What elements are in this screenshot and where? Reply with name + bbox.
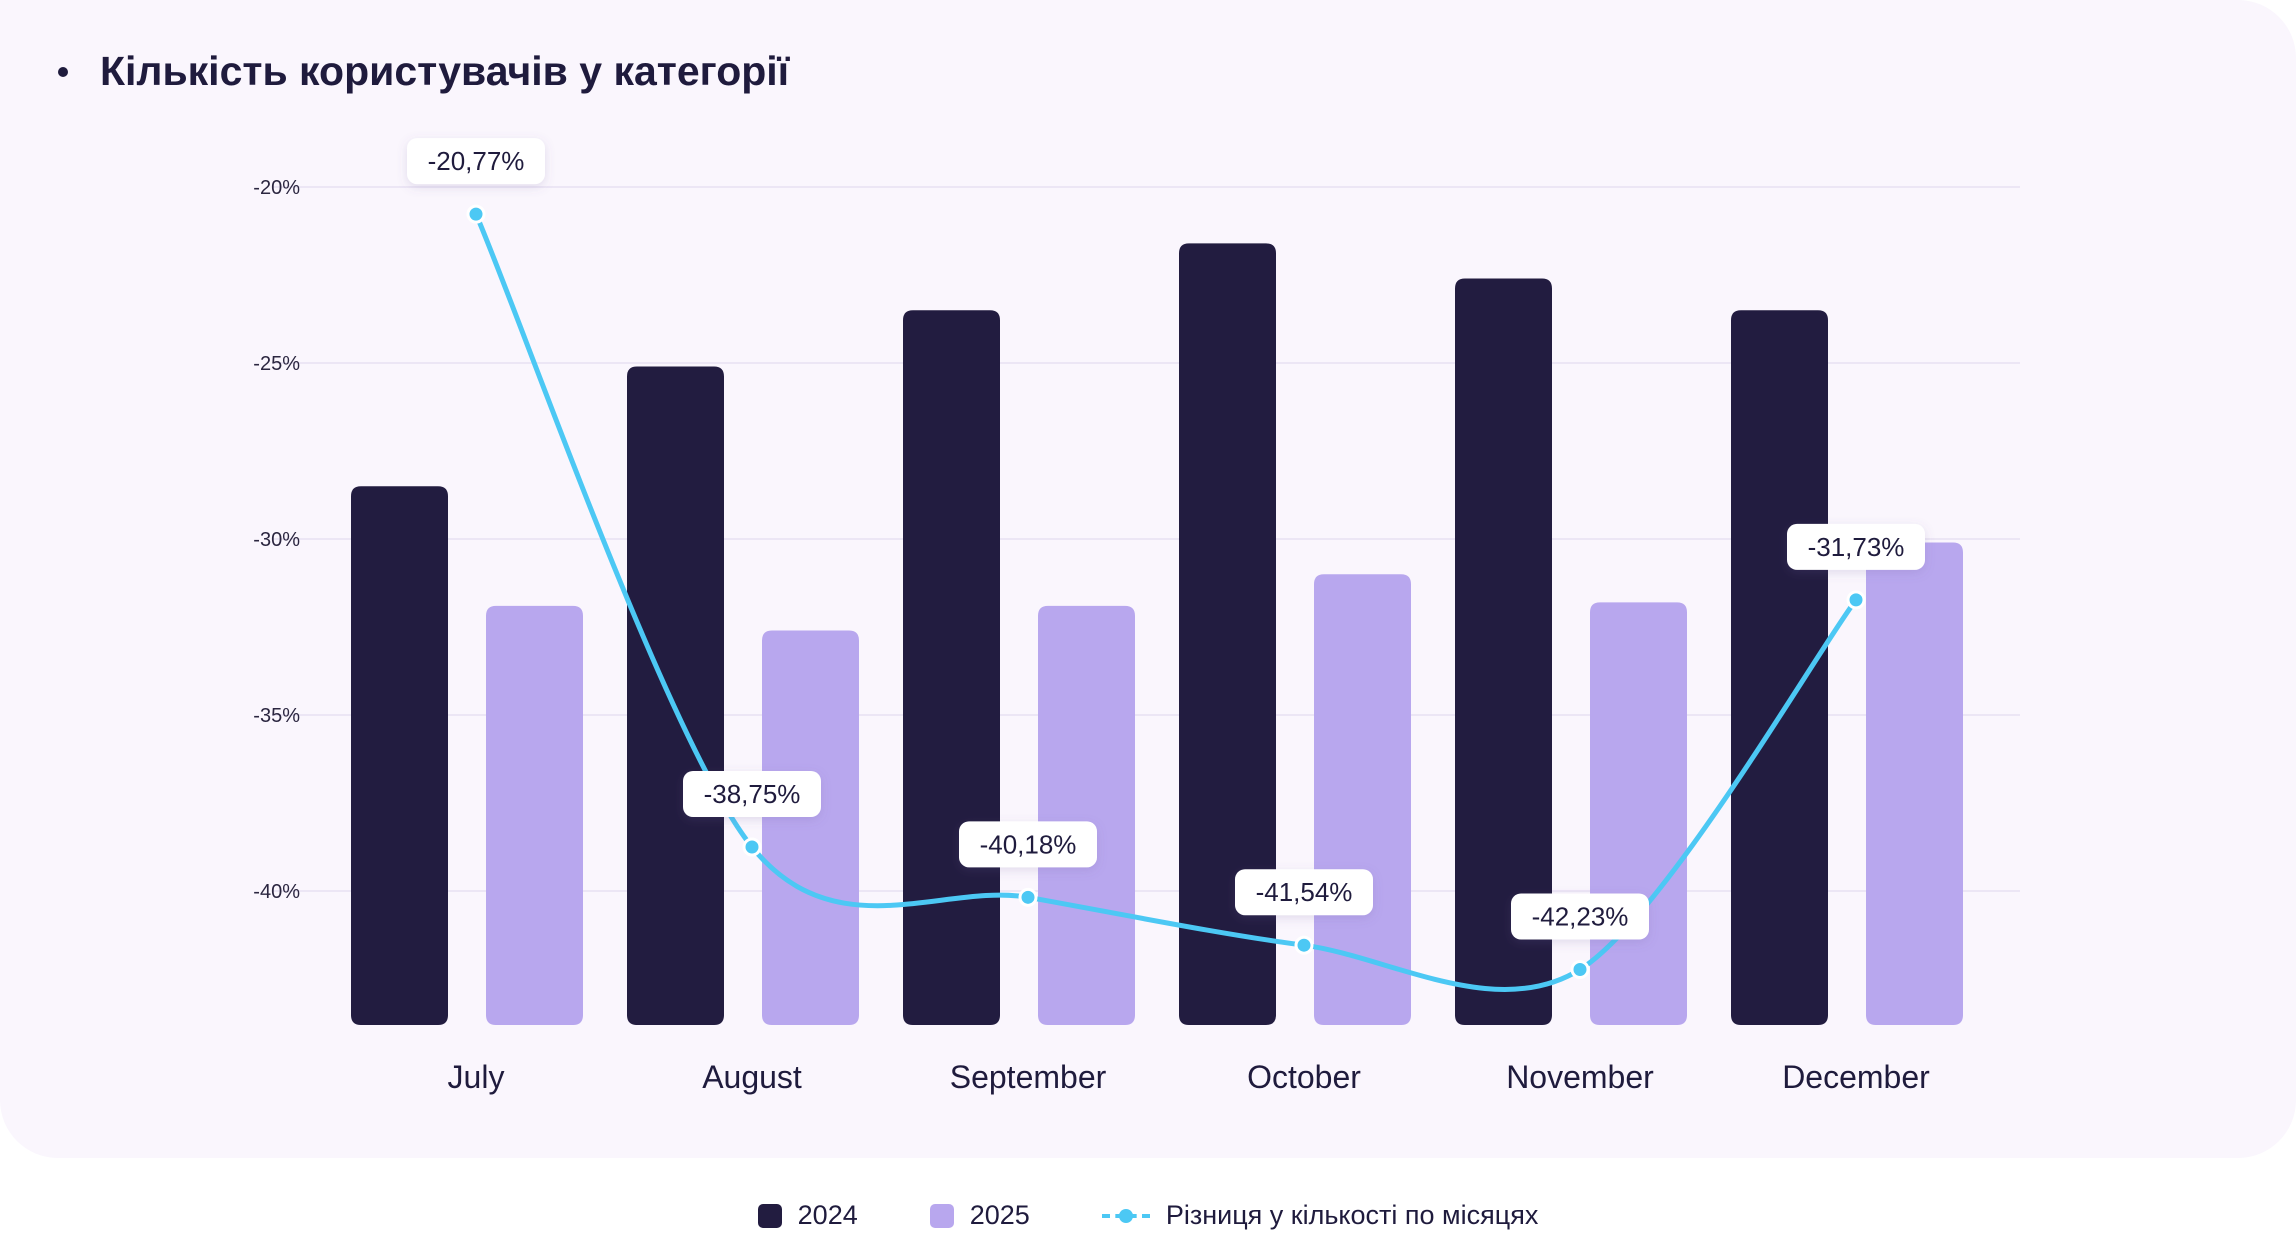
line-point[interactable]	[1846, 590, 1866, 610]
data-label: -20,77%	[407, 138, 545, 185]
y-tick-label: -40%	[253, 881, 300, 903]
chart-title: Кількість користувачів у категорії	[100, 48, 790, 94]
legend-swatch-2024	[757, 1203, 782, 1228]
data-label-box	[959, 821, 1097, 868]
data-label: -40,18%	[959, 821, 1097, 868]
x-tick-label: December	[1782, 1059, 1930, 1095]
x-tick-label: August	[702, 1059, 802, 1095]
data-label-box	[1787, 523, 1925, 570]
bar-2024	[351, 486, 448, 1025]
data-label: -41,54%	[1235, 869, 1373, 916]
data-label: -31,73%	[1787, 523, 1925, 570]
data-label-box	[683, 771, 821, 817]
data-label-box	[1511, 893, 1649, 940]
line-point[interactable]	[1294, 935, 1314, 955]
line-point[interactable]	[1570, 959, 1590, 979]
data-label-text: -38,75%	[704, 779, 801, 809]
legend-item-diff[interactable]: Різниця у кількості по місяцях	[1101, 1200, 1539, 1231]
bar-2024	[1455, 278, 1552, 1025]
bar-2025	[762, 630, 859, 1025]
chart-svg: -20% -25% -30% -35% -40% July August September O…	[253, 138, 2020, 1095]
bullet-icon	[58, 66, 68, 77]
chart-title-row: Кількість користувачів у категорії	[58, 48, 789, 95]
bar-2025	[1590, 602, 1687, 1025]
data-label-text: -42,23%	[1532, 901, 1629, 931]
x-tick-label: September	[950, 1059, 1107, 1095]
data-label-text: -41,54%	[1256, 877, 1353, 907]
bar-2025	[1038, 605, 1135, 1025]
legend-label-2025: 2025	[969, 1200, 1030, 1230]
y-tick-label: -35%	[253, 705, 300, 727]
data-label-text: -40,18%	[980, 829, 1077, 859]
data-label: -42,23%	[1511, 893, 1649, 940]
bar-2024	[1179, 243, 1276, 1025]
data-label-box	[407, 138, 545, 185]
data-label-box	[1235, 869, 1373, 916]
legend-item-2025[interactable]: 2025	[929, 1200, 1030, 1231]
legend-label-diff: Різниця у кількості по місяцях	[1165, 1200, 1539, 1230]
legend: 2024 2025 Різниця у кількості по місяцях	[0, 1200, 2296, 1231]
line-point[interactable]	[742, 837, 762, 857]
x-tick-label: October	[1247, 1059, 1361, 1095]
line-point[interactable]	[466, 204, 486, 224]
legend-item-2024[interactable]: 2024	[757, 1200, 858, 1231]
x-tick-label: November	[1506, 1059, 1654, 1095]
y-tick-label: -30%	[253, 529, 300, 551]
bar-2025	[486, 605, 583, 1025]
data-label-text: -31,73%	[1808, 532, 1905, 562]
data-label: -38,75%	[683, 771, 821, 817]
bar-2024	[903, 310, 1000, 1025]
line-point[interactable]	[1018, 887, 1038, 907]
bar-2024	[627, 366, 724, 1025]
y-tick-label: -25%	[253, 353, 300, 375]
y-tick-label: -20%	[253, 177, 300, 199]
x-tick-label: July	[448, 1059, 505, 1095]
data-label-text: -20,77%	[428, 146, 525, 176]
bar-2024	[1731, 310, 1828, 1025]
bar-2025	[1866, 542, 1963, 1025]
legend-label-2024: 2024	[797, 1200, 858, 1230]
legend-line-icon	[1101, 1204, 1150, 1228]
legend-swatch-2025	[929, 1203, 954, 1228]
